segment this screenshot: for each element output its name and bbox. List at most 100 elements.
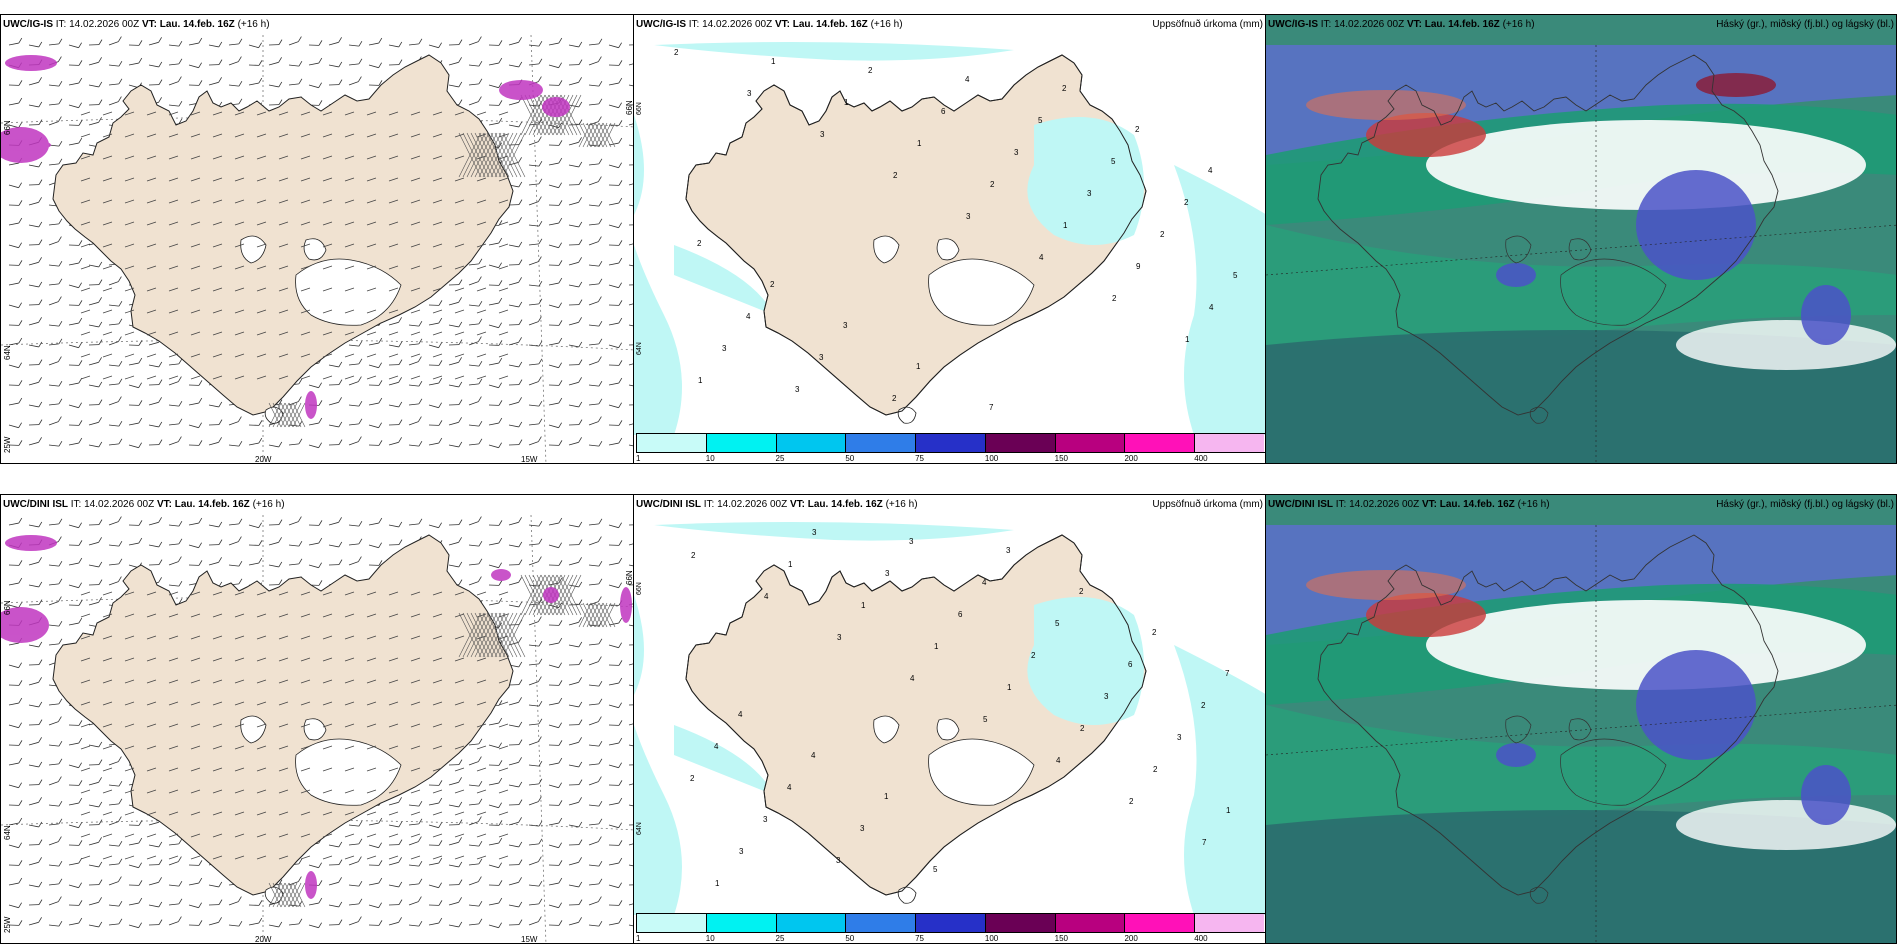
colorbar-tick-label: 25: [775, 454, 785, 463]
precip-value-label: 2: [1031, 651, 1036, 660]
panel-header: UWC/DINI ISL IT: 14.02.2026 00Z VT: Lau.…: [636, 499, 918, 510]
precip-value-label: 4: [746, 312, 751, 321]
precip-value-label: 3: [819, 353, 824, 362]
colorbar-tick-label: 75: [915, 934, 925, 943]
colorbar-tick-label: 75: [915, 454, 925, 463]
precip-value-label: 1: [788, 560, 793, 569]
colorbar-tick-label: 10: [705, 454, 715, 463]
precip-value-label: 7: [1225, 669, 1230, 678]
precip-value-label: 3: [843, 321, 848, 330]
colorbar-tick-label: 100: [984, 454, 999, 463]
wind-map-row2: [1, 514, 633, 943]
colorbar-tick-label: 200: [1124, 454, 1138, 463]
precip-value-label: 1: [884, 792, 889, 801]
precip-value-label: 2: [691, 551, 696, 560]
colorbar-segment: [846, 914, 917, 932]
precip-value-label: 3: [722, 344, 727, 353]
colorbar-segment: [1055, 914, 1126, 932]
precip-value-label: 5: [933, 865, 938, 874]
precip-value-label: 2: [697, 239, 702, 248]
colorbar-segment: [1055, 434, 1126, 452]
precip-value-label: 2: [892, 394, 897, 403]
lat-label-66n: 66N: [3, 600, 12, 615]
colorbar-segment: [916, 914, 986, 932]
wind-map-row1: [1, 34, 633, 463]
corner-label: 25W: [3, 436, 12, 453]
precip-value-label: 5: [983, 715, 988, 724]
precip-value-label: 2: [868, 66, 873, 75]
precip-value-label: 3: [795, 385, 800, 394]
colorbar-tick-label: 10: [705, 934, 715, 943]
precip-value-label: 4: [787, 783, 792, 792]
cloud-map-panel-row2: UWC/DINI ISL IT: 14.02.2026 00Z VT: Lau.…: [1265, 494, 1897, 944]
panel-header: UWC/DINI ISL IT: 14.02.2026 00Z VT: Lau.…: [3, 499, 285, 510]
precip-value-label: 6: [941, 107, 946, 116]
panel-header: UWC/IG-IS IT: 14.02.2026 00Z VT: Lau. 14…: [1268, 19, 1535, 30]
colorbar-tick-label: 1: [636, 454, 641, 463]
precip-value-label: 1: [1063, 221, 1068, 230]
cloud-title: Háský (gr.), miðský (fj.bl.) og lágský (…: [1716, 19, 1894, 30]
precip-value-label: 2: [1160, 230, 1165, 239]
precip-map-panel-row2: 2 4 3 4 5 4 2 7 1 1 1 1 1 2 2 1 3 3 3 6 2 3 3 2 3 3 3 4 5 6 2 4 4 3 5 3 2 2 7 4…: [633, 494, 1266, 944]
lon-label-15w: 15W: [521, 935, 538, 944]
precip-value-label: 2: [1184, 198, 1189, 207]
precip-value-label: 2: [893, 171, 898, 180]
precip-value-label: 3: [966, 212, 971, 221]
lat-label-64n: 64N: [3, 345, 12, 360]
panel-header: UWC/DINI ISL IT: 14.02.2026 00Z VT: Lau.…: [1268, 499, 1550, 510]
colorbar-segment: [1125, 914, 1196, 932]
corner-label: 25W: [3, 916, 12, 933]
precip-value-label: 4: [764, 592, 769, 601]
precip-value-label: 1: [698, 376, 703, 385]
precip-value-label: 6: [1128, 660, 1133, 669]
precip-value-label: 3: [763, 815, 768, 824]
precip-value-label: 3: [812, 528, 817, 537]
precip-value-label: 3: [820, 130, 825, 139]
precip-value-label: 2: [990, 180, 995, 189]
precip-map-row2: 2 4 3 4 5 4 2 7 1 1 1 1 1 2 2 1 3 3 3 6 2 3 3 2 3 3 3 4 5 6 2 4 4 3 5 3 2 2 7 4…: [634, 521, 1265, 915]
precip-value-label: 3: [860, 824, 865, 833]
precip-value-label: 4: [714, 742, 719, 751]
cloud-title: Háský (gr.), miðský (fj.bl.) og lágský (…: [1716, 499, 1894, 510]
precip-value-label: 1: [861, 601, 866, 610]
cloud-map-row1: [1266, 15, 1896, 463]
colorbar-segment: [1125, 434, 1196, 452]
precip-value-label: 5: [1233, 271, 1238, 280]
precip-value-label: 2: [674, 48, 679, 57]
lon-label-20w: 20W: [255, 455, 272, 464]
panel-header: UWC/IG-IS IT: 14.02.2026 00Z VT: Lau. 14…: [3, 19, 270, 30]
colorbar-segment: [776, 434, 847, 452]
precip-value-label: 9: [1136, 262, 1141, 271]
precip-value-label: 2: [1135, 125, 1140, 134]
lat-label-66n: 66N: [3, 120, 12, 135]
colorbar-segment: [637, 434, 707, 452]
lon-label-15w: 15W: [521, 455, 538, 464]
wind-map-panel-row2: UWC/DINI ISL IT: 14.02.2026 00Z VT: Lau.…: [0, 494, 634, 944]
lat-label-64n: 64N: [3, 825, 12, 840]
precip-value-label: 3: [1177, 733, 1182, 742]
lat-label-64n: 64N: [636, 822, 643, 835]
precip-value-label: 6: [958, 610, 963, 619]
precip-value-label: 1: [934, 642, 939, 651]
colorbar-segment: [1195, 914, 1264, 932]
precip-value-label: 3: [836, 856, 841, 865]
lat-label-64n: 64N: [636, 342, 643, 355]
colorbar-tick-label: 100: [984, 934, 999, 943]
precip-colorbar: [636, 433, 1265, 453]
precip-value-label: 4: [1208, 166, 1213, 175]
precip-value-label: 3: [747, 89, 752, 98]
precip-value-label: 1: [917, 139, 922, 148]
precip-value-label: 1: [1007, 683, 1012, 692]
precip-value-label: 4: [910, 674, 915, 683]
precip-value-label: 4: [811, 751, 816, 760]
colorbar-segment: [637, 914, 707, 932]
precip-value-label: 4: [738, 710, 743, 719]
precip-value-label: 4: [1209, 303, 1214, 312]
precip-value-label: 3: [739, 847, 744, 856]
colorbar-tick-label: 400: [1194, 934, 1208, 943]
colorbar-tick-label: 25: [775, 934, 785, 943]
colorbar-tick-label: 200: [1124, 934, 1138, 943]
precip-value-label: 1: [1185, 335, 1190, 344]
precip-map-row1: 2 3 3 2 3 4 2 1 1 1 1 1 2 1 9 4 3 3 2 6 3 3 2 5 4 3 2 4 5 5 2 2 2 3 1 7 2 2 4: [634, 41, 1265, 435]
